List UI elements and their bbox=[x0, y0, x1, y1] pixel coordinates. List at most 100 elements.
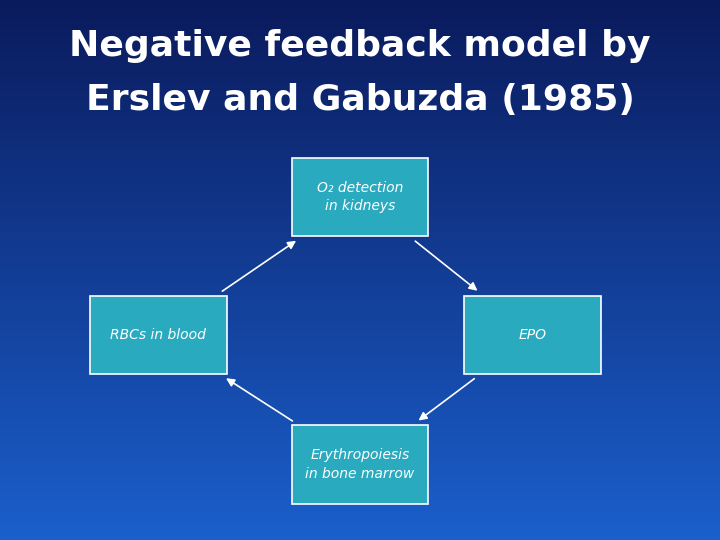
Bar bbox=[0, 508, 720, 509]
Bar bbox=[0, 425, 720, 427]
Bar bbox=[0, 378, 720, 380]
Bar bbox=[0, 450, 720, 452]
Bar bbox=[0, 259, 720, 261]
Bar bbox=[0, 11, 720, 12]
Bar bbox=[0, 490, 720, 491]
Bar bbox=[0, 22, 720, 23]
Bar bbox=[0, 447, 720, 448]
Bar bbox=[0, 428, 720, 430]
Bar bbox=[0, 25, 720, 27]
Bar bbox=[0, 119, 720, 120]
Bar bbox=[0, 32, 720, 34]
Bar bbox=[0, 164, 720, 166]
Bar bbox=[0, 54, 720, 56]
Bar bbox=[0, 38, 720, 39]
Bar bbox=[0, 529, 720, 531]
Bar bbox=[0, 439, 720, 441]
Bar bbox=[0, 173, 720, 174]
Bar bbox=[0, 427, 720, 428]
Bar bbox=[0, 174, 720, 177]
Bar bbox=[0, 133, 720, 135]
Bar bbox=[0, 243, 720, 245]
Bar bbox=[0, 158, 720, 160]
Bar bbox=[0, 204, 720, 205]
FancyBboxPatch shape bbox=[292, 426, 428, 503]
Bar bbox=[0, 239, 720, 241]
Bar bbox=[0, 448, 720, 450]
Bar bbox=[0, 366, 720, 367]
Bar bbox=[0, 409, 720, 410]
Bar bbox=[0, 77, 720, 79]
Bar bbox=[0, 371, 720, 373]
Bar bbox=[0, 254, 720, 255]
Bar bbox=[0, 9, 720, 11]
Bar bbox=[0, 209, 720, 211]
Bar bbox=[0, 63, 720, 65]
Bar bbox=[0, 509, 720, 511]
Bar bbox=[0, 297, 720, 299]
Bar bbox=[0, 362, 720, 363]
Bar bbox=[0, 416, 720, 417]
Bar bbox=[0, 130, 720, 131]
Bar bbox=[0, 72, 720, 74]
Bar bbox=[0, 286, 720, 288]
Bar bbox=[0, 285, 720, 286]
Bar bbox=[0, 189, 720, 191]
Bar bbox=[0, 252, 720, 254]
Bar bbox=[0, 536, 720, 538]
Bar bbox=[0, 70, 720, 72]
Bar bbox=[0, 455, 720, 457]
Bar bbox=[0, 376, 720, 378]
Bar bbox=[0, 58, 720, 59]
Bar bbox=[0, 385, 720, 387]
FancyBboxPatch shape bbox=[292, 158, 428, 237]
Bar bbox=[0, 355, 720, 356]
Bar bbox=[0, 463, 720, 464]
Bar bbox=[0, 29, 720, 31]
Bar bbox=[0, 363, 720, 366]
Bar bbox=[0, 434, 720, 436]
Bar bbox=[0, 76, 720, 77]
Bar bbox=[0, 468, 720, 470]
Bar bbox=[0, 191, 720, 193]
Bar bbox=[0, 347, 720, 349]
Bar bbox=[0, 265, 720, 266]
Bar bbox=[0, 81, 720, 83]
Bar bbox=[0, 187, 720, 189]
Bar bbox=[0, 92, 720, 93]
Bar bbox=[0, 117, 720, 119]
Bar bbox=[0, 306, 720, 308]
Bar bbox=[0, 93, 720, 96]
Bar bbox=[0, 436, 720, 437]
Bar bbox=[0, 270, 720, 272]
Bar bbox=[0, 124, 720, 126]
Bar bbox=[0, 319, 720, 320]
Bar bbox=[0, 50, 720, 52]
Text: O₂ detection
in kidneys: O₂ detection in kidneys bbox=[317, 181, 403, 213]
Bar bbox=[0, 160, 720, 162]
Bar bbox=[0, 31, 720, 32]
Bar bbox=[0, 518, 720, 520]
Bar bbox=[0, 486, 720, 488]
Bar bbox=[0, 263, 720, 265]
Bar bbox=[0, 346, 720, 347]
Bar bbox=[0, 349, 720, 351]
Bar bbox=[0, 66, 720, 69]
Bar bbox=[0, 97, 720, 99]
Bar bbox=[0, 495, 720, 497]
Bar bbox=[0, 185, 720, 187]
Bar bbox=[0, 471, 720, 474]
Bar bbox=[0, 255, 720, 258]
Bar bbox=[0, 86, 720, 88]
Text: Negative feedback model by: Negative feedback model by bbox=[69, 29, 651, 63]
Bar bbox=[0, 401, 720, 403]
Bar bbox=[0, 290, 720, 292]
Bar bbox=[0, 430, 720, 432]
Text: Erythropoiesis
in bone marrow: Erythropoiesis in bone marrow bbox=[305, 448, 415, 481]
Bar bbox=[0, 292, 720, 293]
Bar bbox=[0, 312, 720, 313]
Bar bbox=[0, 49, 720, 50]
Bar bbox=[0, 482, 720, 484]
Bar bbox=[0, 353, 720, 355]
Bar bbox=[0, 112, 720, 113]
